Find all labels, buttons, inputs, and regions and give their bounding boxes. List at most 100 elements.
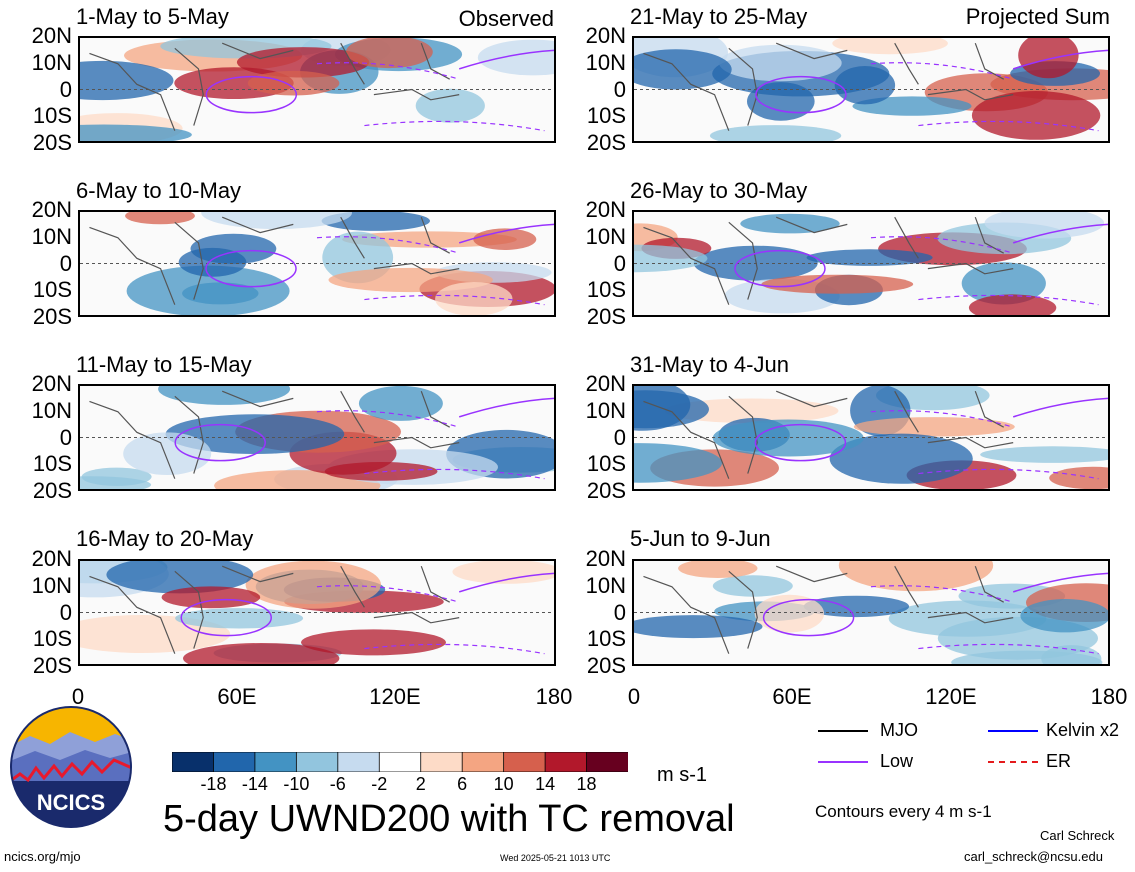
y-tick-label: 10S [32,626,72,652]
x-tick-label: 180 [535,684,573,709]
anomaly-shading [247,70,340,96]
y-tick-label: 20N [31,23,72,48]
coastline [643,390,1014,479]
ncics-logo[interactable]: NCICS [10,706,132,828]
colorbar-label: -10 [283,774,310,794]
colorbar-swatch [171,751,215,773]
anomaly-shading [980,446,1108,463]
y-tick-label: 20S [586,130,626,155]
y-tick-label: 10S [586,626,626,652]
anomaly-shading [1018,38,1079,79]
footer-url[interactable]: ncics.org/mjo [4,849,81,864]
y-tick-label: 10N [31,572,72,598]
colorbar-swatch [337,751,381,773]
anomaly-shading [852,96,972,116]
y-tick-label: 10S [586,451,626,477]
colorbar-label: -14 [241,774,268,794]
coastline [643,565,1014,654]
y-tick-label: 10S [586,277,626,303]
anomaly-shading [712,575,793,597]
legend-line-er [988,761,1038,763]
coastline [89,565,460,654]
low-contour [754,423,847,462]
legend-label-mjo: MJO [880,720,918,740]
y-tick-label: 20N [585,546,626,571]
map-canvas [634,561,1108,664]
anomaly-shading [125,212,195,225]
x-tick-label: 60E [772,684,812,709]
colorbar-swatch [503,751,546,773]
anomaly-shading [245,561,381,609]
y-tick-label: 20N [31,546,72,571]
low-contour-negative [316,62,545,132]
y-tick-label: 20S [32,478,72,503]
colorbar-label: 2 [415,774,426,794]
anomaly-shading [158,386,291,405]
y-tick-label: 10N [31,223,72,249]
y-tick-label: 20S [32,130,72,155]
panel-title: 1-May to 5-May [76,4,229,29]
x-tick-label: 120E [369,684,421,709]
x-tick-label: 120E [925,684,977,709]
low-contour [174,423,266,462]
map-canvas [80,561,554,664]
observed-label: Observed [458,6,554,31]
y-tick-label: 20S [586,304,626,329]
anomaly-shading [201,212,352,229]
y-tick-label: 0 [59,250,72,276]
anomaly-map [78,559,556,666]
projected-sum-label: Projected Sum [965,4,1110,29]
anomaly-map [78,384,556,491]
low-contour-negative [316,236,545,306]
low-contour [734,249,826,288]
colorbar-swatch [544,751,588,773]
y-tick-label: 0 [59,424,72,450]
y-tick-label: 20N [585,23,626,48]
colorbar-label: 14 [535,774,556,794]
low-contour [755,75,847,114]
colorbar-label: -2 [371,774,388,794]
low-contour [1012,572,1108,593]
colorbar-label: -18 [200,774,227,794]
colorbar-swatch [378,751,422,773]
anomaly-shading [634,443,723,483]
colorbar-swatch [295,751,339,773]
low-contour [1012,49,1108,70]
anomaly-shading [123,432,212,475]
anomaly-shading [415,88,485,123]
anomaly-shading [719,44,842,82]
legend-label-low: Low [880,751,914,771]
map-canvas [80,212,554,315]
anomaly-shading [971,91,1101,140]
map-canvas [634,38,1108,141]
anomaly-shading [161,586,261,609]
panel-title: 21-May to 25-May [630,4,808,29]
low-contour [458,572,554,593]
y-tick-label: 10N [31,397,72,423]
anomaly-shading [182,282,259,305]
low-contour [458,397,554,418]
anomaly-shading [236,47,370,78]
y-tick-label: 10S [32,451,72,477]
coastline [89,216,460,305]
low-contour-negative [316,410,545,480]
anomaly-shading [754,594,825,633]
anomaly-shading [740,213,840,234]
colorbar-swatch [420,751,464,773]
colorbar-label: -6 [329,774,346,794]
coastline [643,42,1014,131]
anomaly-shading [984,212,1105,239]
y-tick-label: 10N [31,49,72,75]
anomaly-shading [747,82,815,121]
map-canvas [80,38,554,141]
anomaly-shading [678,561,758,578]
coastline [89,42,460,131]
y-tick-label: 0 [613,250,626,276]
anomaly-shading [838,561,994,592]
footer-email[interactable]: carl_schreck@ncsu.edu [964,849,1103,864]
y-tick-label: 0 [613,424,626,450]
legend-line-kelvin [988,730,1038,732]
anomaly-shading [165,414,345,454]
anomaly-shading [968,294,1057,315]
anomaly-shading [806,249,933,266]
